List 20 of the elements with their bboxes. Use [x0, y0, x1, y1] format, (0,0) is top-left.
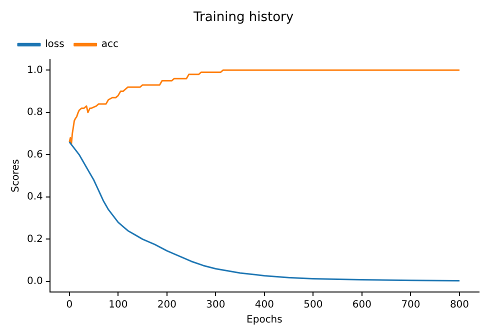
- x-tick-label: 100: [108, 300, 128, 311]
- y-tick-label: 0.0: [26, 276, 43, 288]
- y-tick-label: 0.8: [26, 107, 43, 118]
- y-tick-label: 0.4: [26, 192, 43, 203]
- x-tick-label: 400: [254, 300, 274, 311]
- y-tick-label: 0.2: [26, 234, 43, 245]
- x-tick-label: 600: [352, 300, 372, 311]
- y-tick-label: 0.6: [26, 149, 43, 160]
- legend-label: loss: [45, 39, 64, 50]
- x-axis-title: Epochs: [246, 314, 282, 326]
- y-tick-label: 1.0: [26, 64, 43, 76]
- chart-title: Training history: [192, 10, 294, 26]
- y-axis-title: Scores: [10, 159, 22, 192]
- x-tick-label: 700: [401, 300, 420, 311]
- x-tick-label: 0: [66, 300, 73, 311]
- x-tick-label: 300: [206, 300, 226, 311]
- legend-label: acc: [101, 39, 118, 50]
- x-tick-label: 500: [304, 300, 323, 311]
- x-tick-label: 200: [157, 300, 176, 311]
- x-tick-label: 800: [450, 300, 470, 311]
